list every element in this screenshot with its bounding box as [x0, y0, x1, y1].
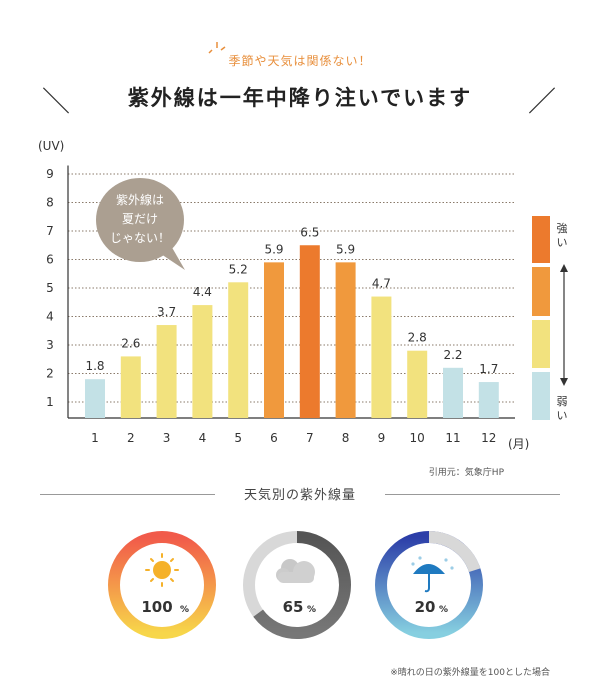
bar-value-label: 3.7 [157, 305, 176, 319]
sunny-unit: % [180, 605, 189, 615]
bar-value-label: 2.8 [408, 331, 427, 345]
speech-bubble-body [96, 178, 184, 262]
legend-swatch [532, 216, 550, 263]
cloudy-unit: % [307, 605, 316, 615]
weather-rings: 100 % 65 % 20 % [108, 531, 483, 639]
y-tick-label: 9 [46, 167, 54, 181]
bubble-line-3: じゃない！ [110, 231, 170, 245]
cloud-icon [276, 559, 315, 583]
x-tick-label: 6 [270, 431, 278, 445]
x-axis-label: (月) [508, 437, 529, 451]
weather-rainy: 20 % [375, 531, 483, 639]
x-tick-label: 5 [234, 431, 242, 445]
legend-weak-char: 弱 [557, 395, 568, 408]
x-tick-label: 7 [306, 431, 314, 445]
cloudy-percent: 65 [283, 598, 304, 616]
bar-value-label: 2.2 [443, 348, 462, 362]
bar-value-label: 1.8 [85, 359, 104, 373]
bar-month-4 [192, 305, 213, 418]
umbrella-icon [411, 556, 454, 593]
bar-month-8 [335, 262, 356, 418]
x-tick-label: 3 [163, 431, 171, 445]
bar-month-5 [228, 282, 249, 418]
bar-value-label: 4.7 [372, 277, 391, 291]
speech-bubble: 紫外線は 夏だけ じゃない！ [96, 178, 185, 270]
sparkle-icon [208, 42, 226, 54]
bar-value-label: 1.7 [479, 362, 498, 376]
x-tick-label: 4 [199, 431, 207, 445]
bar-value-label: 5.2 [229, 262, 248, 276]
bar-month-6 [264, 262, 284, 418]
x-tick-label: 10 [410, 431, 425, 445]
bar-month-7 [299, 245, 320, 418]
footnote: ※晴れの日の紫外線量を100とした場合 [390, 668, 550, 678]
sunny-ring [108, 531, 216, 639]
bar-month-2 [120, 356, 141, 418]
cloudy-ring [253, 531, 351, 639]
page-title: 紫外線は一年中降り注いでいます [127, 86, 473, 110]
bar-value-label: 2.6 [121, 336, 140, 350]
x-tick-label: 12 [481, 431, 496, 445]
rainy-unit: % [439, 605, 448, 615]
bar-month-10 [407, 350, 428, 418]
sunny-percent: 100 [141, 598, 172, 616]
sun-icon [145, 553, 179, 587]
y-tick-label: 6 [46, 253, 54, 267]
y-tick-label: 1 [46, 395, 54, 409]
x-tick-label: 11 [445, 431, 460, 445]
rainy-percent: 20 [415, 598, 436, 616]
y-tick-label: 4 [46, 310, 54, 324]
legend-strong-char: い [557, 236, 568, 249]
legend-arrow-up-icon [560, 264, 568, 272]
legend-swatch [532, 320, 550, 368]
section-divider-right [385, 494, 560, 495]
rainy-ring-track [428, 531, 481, 573]
bar-month-3 [156, 325, 177, 418]
bubble-line-2: 夏だけ [122, 212, 158, 226]
legend-weak-char: い [557, 409, 568, 422]
bar-month-11 [443, 367, 463, 418]
y-tick-label: 8 [46, 196, 54, 210]
legend-swatch [532, 267, 550, 316]
y-tick-label: 2 [46, 367, 54, 381]
y-tick-label: 7 [46, 224, 54, 238]
bar-value-label: 5.9 [264, 242, 283, 256]
y-tick-label: 3 [46, 338, 54, 352]
title-slash-right: ／ [528, 85, 557, 118]
x-tick-label: 9 [378, 431, 386, 445]
bar-value-label: 6.5 [300, 225, 319, 239]
weather-sunny: 100 % [108, 531, 216, 639]
x-tick-label: 1 [91, 431, 99, 445]
x-tick-label: 2 [127, 431, 135, 445]
speech-bubble-tail [158, 244, 185, 270]
legend-arrow-down-icon [560, 378, 568, 386]
source-note: 引用元：気象庁HP [428, 468, 504, 478]
bar-month-1 [85, 379, 105, 418]
title-slash-left: ＼ [42, 85, 71, 118]
legend-strong-char: 強 [557, 222, 568, 235]
y-tick-label: 5 [46, 281, 54, 295]
subtitle: 季節や天気は関係ない！ [228, 54, 372, 68]
bar-month-9 [371, 296, 392, 418]
bar-value-label: 5.9 [336, 242, 355, 256]
weather-cloudy: 65 % [243, 531, 351, 639]
bar-month-12 [478, 382, 499, 418]
legend-swatch [532, 372, 550, 420]
y-axis-label: (UV) [38, 139, 64, 153]
x-tick-label: 8 [342, 431, 350, 445]
bar-value-label: 4.4 [193, 285, 212, 299]
bubble-line-1: 紫外線は [116, 192, 164, 207]
section-divider-left [40, 494, 215, 495]
weather-section-title: 天気別の紫外線量 [243, 488, 356, 503]
